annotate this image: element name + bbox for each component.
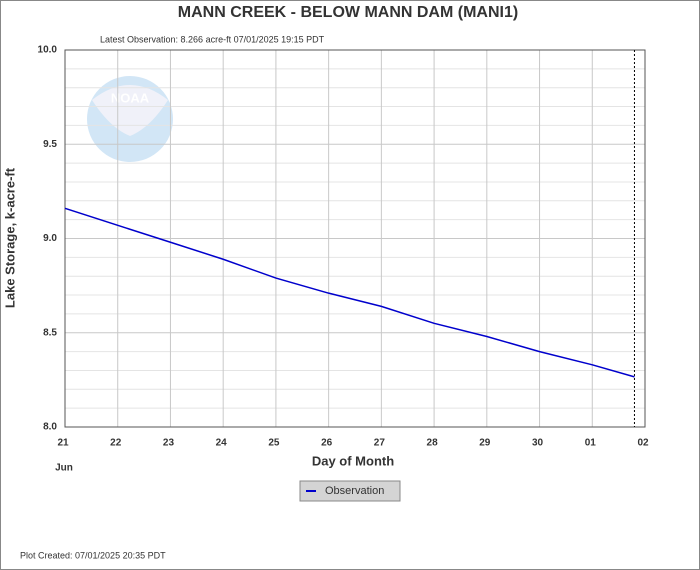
y-tick-label: 8.5 [43,327,57,338]
legend: Observation [299,480,401,502]
y-tick-label: 10.0 [38,45,58,56]
x-tick-label: 29 [479,438,491,449]
y-tick-label: 8.0 [43,422,57,433]
noaa-logo: NOAA [87,76,173,162]
x-tick-label: 27 [374,438,386,449]
y-tick-label: 9.0 [43,233,57,244]
x-tick-label: 25 [268,438,280,449]
chart-title: MANN CREEK - BELOW MANN DAM (MANI1) [178,4,518,21]
logo-text: NOAA [111,90,150,105]
x-tick-label: 02 [637,438,649,449]
series-line [64,207,635,378]
x-tick-label: 28 [427,438,439,449]
subtitle: Latest Observation: 8.266 acre-ft 07/01/… [100,34,325,44]
plot-border [64,49,646,428]
x-tick-label: 30 [532,438,544,449]
x-tick-label: 24 [216,438,228,449]
x-tick-label: 26 [321,438,333,449]
legend-box [299,480,401,502]
footer: Plot Created: 07/01/2025 20:35 PDT [20,550,166,560]
x-month-label: Jun [55,463,73,474]
x-tick-label: 22 [110,438,122,449]
x-axis-label: Day of Month [312,453,394,468]
y-axis-label: Lake Storage, k-acre-ft [2,167,17,308]
x-tick-label: 21 [57,438,69,449]
x-tick-label: 01 [585,438,597,449]
x-tick-label: 23 [163,438,175,449]
legend-label: Observation [325,485,384,497]
y-tick-label: 9.5 [43,139,57,150]
